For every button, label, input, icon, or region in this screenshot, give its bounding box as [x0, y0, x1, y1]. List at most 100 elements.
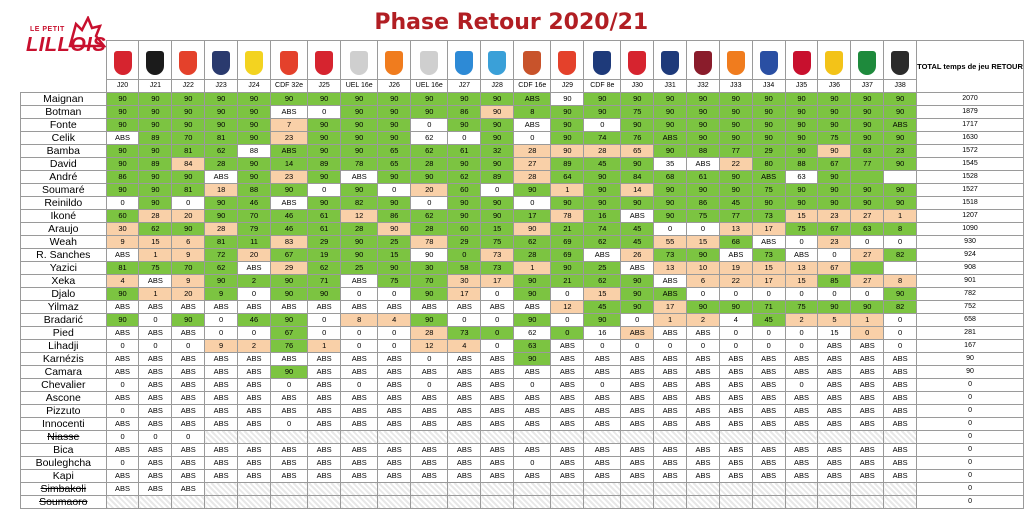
minutes-cell [751, 430, 786, 444]
minutes-cell: 0 [850, 235, 885, 249]
player-name: Fonte [20, 118, 107, 132]
crest-cell [447, 40, 482, 80]
minutes-cell: 90 [237, 131, 271, 145]
minutes-cell: 2 [784, 313, 819, 327]
minutes-cell: 90 [307, 170, 342, 184]
minutes-cell: ABS [513, 417, 552, 431]
minutes-cell: 12 [410, 339, 449, 353]
minutes-cell: 89 [307, 157, 342, 171]
minutes-cell: 76 [269, 339, 309, 353]
minutes-cell: ABS [620, 469, 655, 483]
minutes-cell: ABS [480, 391, 515, 405]
minutes-cell: ABS [171, 378, 206, 392]
minutes-cell: 0 [653, 339, 688, 353]
minutes-cell: ABS [410, 443, 449, 457]
minutes-cell: 0 [447, 313, 482, 327]
minutes-cell [204, 482, 239, 496]
minutes-cell: 90 [513, 313, 552, 327]
minutes-cell: ABS [307, 417, 342, 431]
minutes-cell: 78 [410, 235, 449, 249]
minutes-cell: 90 [686, 248, 720, 262]
match-label: J20 [105, 79, 140, 93]
player-name: Simbakoli [20, 482, 107, 496]
player-row: David 90 89 84 28 90 14 89 78 65 28 90 90 27 89 45 90 35 A… [20, 157, 1024, 171]
minutes-cell: 90 [410, 170, 449, 184]
title-text: Phase Retour 2020/21 [374, 10, 649, 35]
minutes-cell: 75 [751, 183, 786, 197]
minutes-cell: ABS [105, 443, 140, 457]
minutes-cell: 90 [269, 274, 309, 288]
minutes-cell [883, 482, 918, 496]
minutes-cell: 78 [340, 157, 379, 171]
minutes-cell: ABS [550, 456, 585, 470]
minutes-cell: 0 [138, 339, 173, 353]
minutes-cell: 0 [410, 118, 449, 132]
minutes-cell: 62 [410, 131, 449, 145]
crest-cell [307, 40, 342, 80]
nice-crest-icon [792, 51, 811, 75]
minutes-cell [307, 430, 342, 444]
minutes-cell: 84 [620, 170, 655, 184]
minutes-cell: 15 [817, 326, 852, 340]
minutes-cell: ABS [410, 404, 449, 418]
minutes-cell: 17 [513, 209, 552, 223]
minutes-cell: 15 [480, 222, 515, 236]
player-name: Chevalier [20, 378, 107, 392]
minutes-cell [583, 482, 622, 496]
minutes-cell: ABS [138, 417, 173, 431]
minutes-cell: 15 [377, 248, 412, 262]
match-label: J30 [620, 79, 655, 93]
minutes-cell: 30 [105, 222, 140, 236]
minutes-cell: 90 [480, 92, 515, 106]
minutes-cell: 67 [817, 157, 852, 171]
minutes-cell: 90 [410, 248, 449, 262]
total-minutes: 1545 [916, 157, 1024, 171]
player-row: Bica ABS ABS ABS ABS ABS ABS ABS ABS ABS ABS ABS ABS… [20, 443, 1024, 457]
minutes-cell: 82 [883, 248, 918, 262]
player-row: Soumaré 90 90 81 18 88 90 0 90 0 20 60 0 90 1 90 14 90 90 9… [20, 183, 1024, 197]
minutes-cell: ABS [105, 365, 140, 379]
minutes-cell: ABS [237, 261, 271, 275]
minutes-cell: 90 [269, 365, 309, 379]
minutes-cell: 61 [307, 222, 342, 236]
minutes-cell: ABS [480, 443, 515, 457]
minutes-cell: ABS [583, 443, 622, 457]
minutes-cell: 4 [377, 313, 412, 327]
total-minutes: 0 [916, 417, 1024, 431]
blank-cell [21, 80, 107, 93]
match-label: UEL 16e [410, 79, 449, 93]
minutes-cell: 0 [883, 339, 918, 353]
minutes-cell: 32 [480, 144, 515, 158]
minutes-cell [105, 495, 140, 509]
minutes-cell [377, 482, 412, 496]
total-minutes: 0 [916, 495, 1024, 509]
minutes-cell: 0 [480, 183, 515, 197]
minutes-cell: 45 [718, 196, 753, 210]
marseille-crest-icon [488, 51, 507, 75]
player-name: Weah [20, 235, 107, 249]
minutes-cell: ABS [550, 469, 585, 483]
match-label: J31 [653, 79, 688, 93]
minutes-cell: ABS [850, 352, 885, 366]
minutes-cell: 90 [105, 105, 140, 119]
minutes-cell: 90 [583, 313, 622, 327]
minutes-cell [718, 482, 753, 496]
minutes-cell: 23 [269, 131, 309, 145]
crest-cell [784, 40, 819, 80]
minutes-cell: 9 [171, 274, 206, 288]
minutes-cell: 90 [550, 105, 585, 119]
minutes-cell: 90 [513, 274, 552, 288]
total-minutes: 1518 [916, 196, 1024, 210]
minutes-cell: ABS [620, 352, 655, 366]
minutes-cell: 58 [447, 261, 482, 275]
minutes-cell: ABS [237, 404, 271, 418]
minutes-cell: 0 [620, 339, 655, 353]
minutes-cell: ABS [307, 378, 342, 392]
minutes-cell: 90 [718, 131, 753, 145]
minutes-cell: ABS [850, 404, 885, 418]
minutes-cell: ABS [751, 170, 786, 184]
minutes-cell: ABS [138, 391, 173, 405]
minutes-cell: 0 [583, 339, 622, 353]
total-minutes: 0 [916, 391, 1024, 405]
minutes-cell: 90 [447, 118, 482, 132]
